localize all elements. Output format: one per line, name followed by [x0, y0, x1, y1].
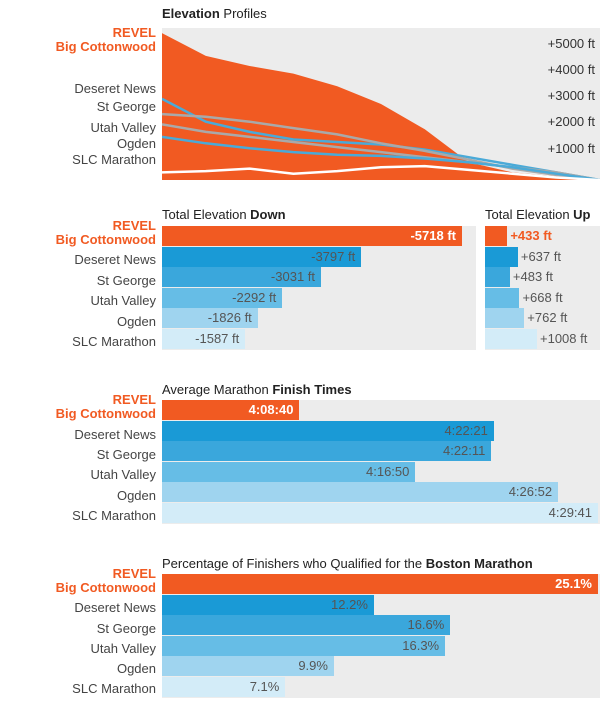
- elev-label-utahvalley: Utah Valley: [90, 120, 156, 135]
- down-bar-slc-label: -1587 ft: [195, 331, 240, 346]
- boston-title: Percentage of Finishers who Qualified fo…: [162, 556, 533, 571]
- up-bar-stgeorge-label: +483 ft: [512, 269, 554, 284]
- down-bar-stgeorge: [162, 267, 322, 287]
- boston-label-revel: REVEL Big Cottonwood: [55, 566, 156, 595]
- elev-tick-4000: +4000 ft: [547, 62, 595, 77]
- up-bar-utahvalley-label: +668 ft: [522, 290, 563, 305]
- elev-area-revel: [162, 33, 600, 180]
- boston-bar-ogden-label: 9.9%: [298, 658, 328, 673]
- up-bar-utahvalley: [485, 288, 520, 308]
- up-bar-revel-label: +433 ft: [510, 228, 552, 243]
- finish-label-deseret: Deseret News: [74, 427, 156, 442]
- down-bar-deseret-label: -3797 ft: [311, 249, 356, 264]
- down-bar-utahvalley-label: -2292 ft: [232, 290, 277, 305]
- finish-label-utahvalley: Utah Valley: [90, 467, 156, 482]
- elev-label-slc: SLC Marathon: [72, 152, 156, 167]
- boston-label-deseret: Deseret News: [74, 600, 156, 615]
- finish-bar-revel-label: 4:08:40: [248, 402, 294, 417]
- down-bar-stgeorge-label: -3031 ft: [270, 269, 316, 284]
- boston-label-utahvalley: Utah Valley: [90, 641, 156, 656]
- finish-bar-stgeorge-label: 4:22:11: [442, 443, 486, 458]
- down-bar-slc: [162, 329, 246, 349]
- up-bar-ogden-label: +762 ft: [527, 310, 568, 325]
- up-bar-revel: [485, 226, 508, 246]
- finish-bar-revel: [162, 400, 300, 420]
- finish-bar-utahvalley-label: 4:16:50: [366, 464, 410, 479]
- up-bar-stgeorge: [485, 267, 510, 287]
- boston-bar-utahvalley-label: 16.3%: [402, 638, 440, 653]
- elev-label-ogden: Ogden: [116, 136, 156, 151]
- elev-down-title: Total Elevation Down: [162, 207, 286, 222]
- finish-bar-utahvalley: [162, 462, 416, 482]
- boston-label-ogden: Ogden: [116, 661, 156, 676]
- finish-label-slc: SLC Marathon: [72, 508, 156, 523]
- up-bar-deseret: [485, 247, 518, 267]
- finish-label-revel: REVEL Big Cottonwood: [55, 392, 156, 421]
- elev-tick-3000: +3000 ft: [547, 88, 595, 103]
- down-label-deseret: Deseret News: [74, 252, 156, 267]
- finish-label-ogden: Ogden: [116, 488, 156, 503]
- down-bar-deseret: [162, 247, 362, 267]
- finish-bar-ogden: [162, 482, 559, 502]
- elev-line-slc: [162, 164, 600, 180]
- down-bar-utahvalley: [162, 288, 283, 308]
- boston-label-stgeorge: St George: [96, 621, 156, 636]
- elev-tick-5000: +5000 ft: [547, 36, 595, 51]
- down-label-revel: REVEL Big Cottonwood: [55, 218, 156, 247]
- elev-line-stgeorge: [162, 112, 600, 180]
- elev-label-deseret: Deseret News: [74, 81, 156, 96]
- finish-title: Average Marathon Finish Times: [162, 382, 352, 397]
- up-bar-slc: [485, 329, 537, 349]
- elev-tick-1000: +1000 ft: [547, 141, 595, 156]
- finish-bar-slc: [162, 503, 598, 523]
- elev-up-title: Total Elevation Up: [485, 207, 591, 222]
- finish-label-stgeorge: St George: [96, 447, 156, 462]
- boston-bar-deseret: [162, 595, 374, 615]
- down-label-ogden: Ogden: [116, 314, 156, 329]
- down-bar-revel-label: -5718 ft: [410, 228, 456, 243]
- boston-bar-slc: [162, 677, 286, 697]
- up-bar-deseret-label: +637 ft: [520, 249, 561, 264]
- boston-bar-revel-label: 25.1%: [555, 576, 592, 591]
- finish-bar-stgeorge: [162, 441, 492, 461]
- boston-bar-stgeorge: [162, 615, 451, 635]
- down-bar-revel: [162, 226, 462, 246]
- down-label-stgeorge: St George: [96, 273, 156, 288]
- boston-bar-deseret-label: 12.2%: [331, 597, 368, 612]
- up-bar-slc-label: +1008 ft: [540, 331, 588, 346]
- finish-bar-deseret-label: 4:22:21: [444, 423, 488, 438]
- boston-bar-utahvalley: [162, 636, 446, 656]
- up-bar-ogden: [485, 308, 525, 328]
- finish-bar-slc-label: 4:29:41: [548, 505, 592, 520]
- finish-bar-ogden-label: 4:26:52: [508, 484, 553, 499]
- finish-bar-deseret: [162, 421, 494, 441]
- boston-bar-slc-label: 7.1%: [249, 679, 280, 694]
- elev-tick-2000: +2000 ft: [547, 114, 595, 129]
- down-label-slc: SLC Marathon: [72, 334, 156, 349]
- boston-bar-revel: [162, 574, 598, 594]
- elevation-title: Elevation Profiles: [162, 6, 267, 21]
- down-bar-ogden-label: -1826 ft: [207, 310, 252, 325]
- elevation-chart: [162, 28, 600, 180]
- boston-bar-ogden: [162, 656, 334, 676]
- elev-label-stgeorge: St George: [96, 99, 156, 114]
- down-bar-ogden: [162, 308, 258, 328]
- elev-label-revel: REVEL Big Cottonwood: [55, 25, 156, 54]
- boston-label-slc: SLC Marathon: [72, 681, 156, 696]
- down-label-utahvalley: Utah Valley: [90, 293, 156, 308]
- elev-line-ogden: [162, 135, 600, 180]
- boston-bar-stgeorge-label: 16.6%: [407, 617, 445, 632]
